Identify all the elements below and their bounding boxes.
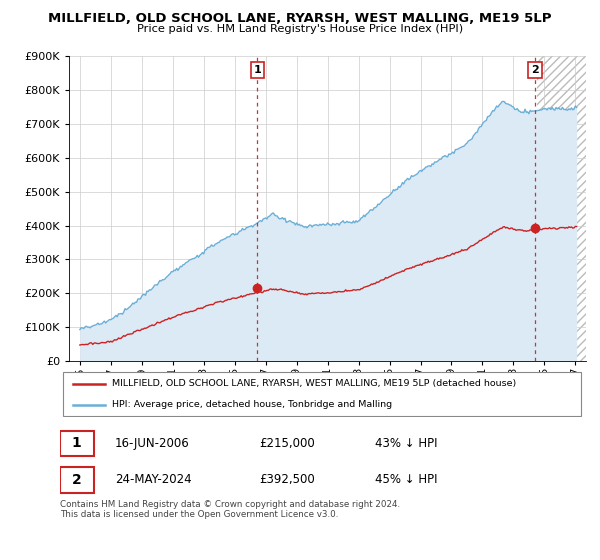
FancyBboxPatch shape [60, 431, 94, 456]
FancyBboxPatch shape [62, 372, 581, 416]
Text: Contains HM Land Registry data © Crown copyright and database right 2024.
This d: Contains HM Land Registry data © Crown c… [60, 500, 400, 519]
Text: Price paid vs. HM Land Registry's House Price Index (HPI): Price paid vs. HM Land Registry's House … [137, 24, 463, 34]
Text: 24-MAY-2024: 24-MAY-2024 [115, 473, 192, 486]
Text: 2: 2 [531, 65, 539, 75]
Text: 45% ↓ HPI: 45% ↓ HPI [375, 473, 437, 486]
Text: 1: 1 [253, 65, 261, 75]
Text: MILLFIELD, OLD SCHOOL LANE, RYARSH, WEST MALLING, ME19 5LP: MILLFIELD, OLD SCHOOL LANE, RYARSH, WEST… [48, 12, 552, 25]
Text: £392,500: £392,500 [260, 473, 315, 486]
Text: 1: 1 [72, 436, 82, 450]
Text: 16-JUN-2006: 16-JUN-2006 [115, 437, 190, 450]
Text: £215,000: £215,000 [260, 437, 315, 450]
FancyBboxPatch shape [60, 467, 94, 493]
Text: 2: 2 [72, 473, 82, 487]
Text: MILLFIELD, OLD SCHOOL LANE, RYARSH, WEST MALLING, ME19 5LP (detached house): MILLFIELD, OLD SCHOOL LANE, RYARSH, WEST… [113, 379, 517, 388]
Text: HPI: Average price, detached house, Tonbridge and Malling: HPI: Average price, detached house, Tonb… [113, 400, 392, 409]
Text: 43% ↓ HPI: 43% ↓ HPI [375, 437, 437, 450]
